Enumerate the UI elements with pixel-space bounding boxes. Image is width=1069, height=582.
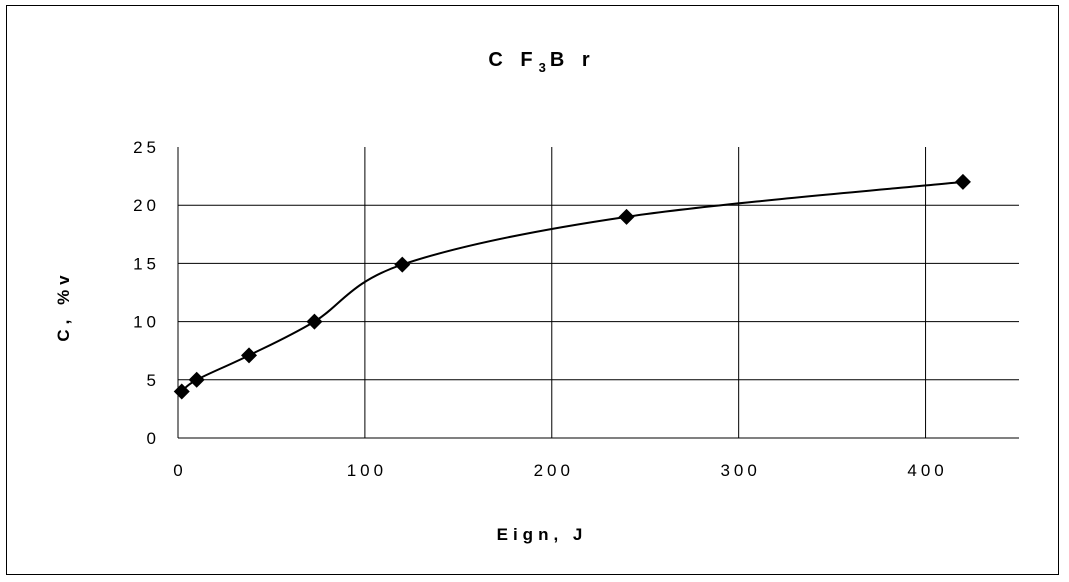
y-tick-label: 0 [147,429,160,448]
data-point [306,313,323,330]
data-point [618,208,635,225]
chart-title-subscript: 3 [539,60,546,75]
x-tick-label: 400 [907,461,947,480]
x-tick-labels: 0 100 200 300 400 [173,461,947,480]
chart: C F3 B r 0 100 200 300 400 0 5 10 15 20 25 Eign, J… [54,49,1019,544]
x-tick-label: 200 [534,461,574,480]
data-point [241,347,258,364]
data-points [173,173,971,400]
chart-title: C F3 B r [488,49,595,75]
x-axis-label: Eign, J [497,525,588,544]
chart-title-end: B r [550,49,596,71]
y-tick-labels: 0 5 10 15 20 25 [133,138,160,448]
y-tick-label: 20 [133,196,160,215]
data-point [394,256,411,273]
y-axis-label: C, %v [54,270,73,341]
data-point [173,383,190,400]
x-tick-label: 300 [720,461,760,480]
y-tick-label: 10 [133,313,160,332]
chart-frame: C F3 B r 0 100 200 300 400 0 5 10 15 20 25 Eign, J… [6,5,1059,575]
grid-lines [177,147,1019,439]
series-line [181,180,964,393]
data-point [188,371,205,388]
x-tick-label: 0 [173,461,186,480]
data-point [954,173,971,190]
y-tick-label: 5 [147,371,160,390]
y-tick-label: 25 [133,138,160,157]
x-tick-label: 100 [347,461,387,480]
y-tick-label: 15 [133,254,160,273]
chart-title-main: C F [488,49,538,71]
